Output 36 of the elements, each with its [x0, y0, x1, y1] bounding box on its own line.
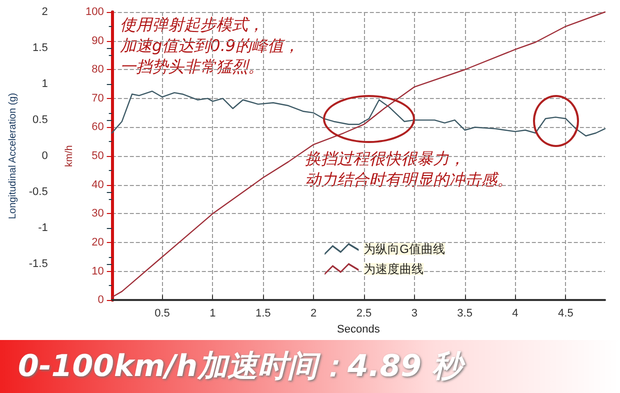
- y-axis-title: Longitudinal Acceleration (g): [8, 92, 18, 220]
- x-tick-label: 2: [310, 308, 317, 320]
- y2-tick-label: 80: [92, 64, 104, 76]
- x-tick-label: 0.5: [154, 308, 170, 320]
- y-tick-label: 2: [42, 6, 48, 18]
- line-series: [111, 90, 606, 136]
- y2-tick-label: 30: [92, 208, 104, 220]
- y2-tick-label: 60: [92, 121, 104, 134]
- y2-tick-label: 70: [92, 92, 104, 104]
- y2-tick-label: 50: [92, 150, 104, 162]
- y-tick-label: 1: [42, 78, 48, 90]
- y2-axis-title: km/h: [64, 145, 76, 167]
- x-tick-label: 4.5: [558, 308, 574, 320]
- x-tick-label: 3.5: [457, 308, 472, 320]
- y2-tick-label: 90: [92, 34, 104, 47]
- y2-tick-label: 20: [92, 236, 104, 248]
- y-tick-label: -1.5: [28, 258, 48, 270]
- x-tick-label: 4: [512, 308, 518, 320]
- y2-tick-label: 100: [85, 6, 104, 18]
- legend-label: 为速度曲线: [364, 262, 424, 276]
- y-tick-label: -1: [38, 222, 48, 234]
- y-tick-label: 0.5: [32, 114, 48, 126]
- x-axis-title: Seconds: [337, 324, 380, 336]
- y2-tick-label: 0: [98, 294, 104, 306]
- y2-tick-label: 40: [92, 178, 104, 191]
- y-tick-label: -0.5: [28, 186, 48, 198]
- y-tick-label: 1.5: [32, 42, 48, 54]
- x-tick-label: 2.5: [356, 308, 372, 320]
- x-tick-label: 3: [411, 308, 418, 320]
- text: 0-100km/h加速时间：4.89 秒: [0, 340, 620, 393]
- y2-tick-label: 10: [92, 265, 104, 278]
- legend-label: 为纵向G值曲线: [364, 242, 446, 256]
- y-tick-label: 0: [42, 150, 48, 162]
- line-series: [111, 11, 606, 298]
- x-tick-label: 1.5: [255, 308, 271, 320]
- x-tick-label: 1: [210, 308, 216, 320]
